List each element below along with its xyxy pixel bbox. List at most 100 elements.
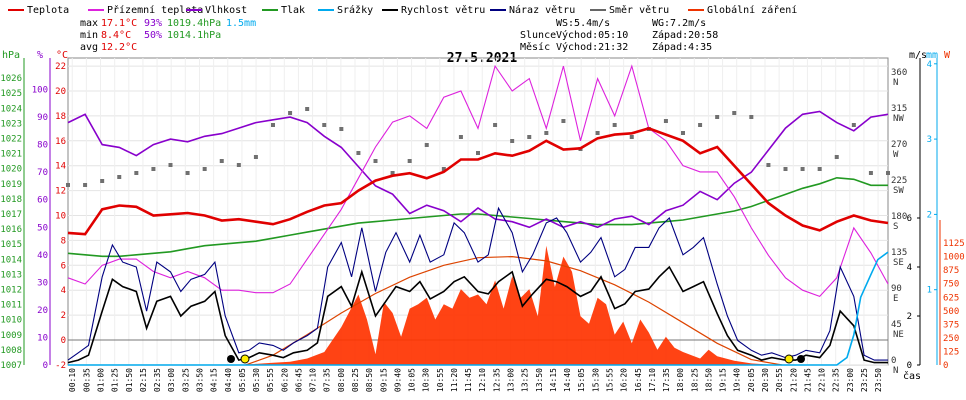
tick-label-time: 22:10 — [818, 368, 827, 392]
tick-label-time: 10:55 — [436, 368, 445, 392]
tick-label-temperature: 20 — [55, 87, 66, 97]
tick-label-humidity: 90 — [37, 113, 48, 123]
tick-label-temperature: -2 — [55, 361, 66, 371]
axis-temperature: -2 0 2 4 6 8 10 12 14 16 18 20 22 — [55, 62, 66, 371]
point-wind-direction — [305, 107, 310, 111]
point-wind-direction — [527, 135, 532, 139]
stats-avg-temp: 12.2°C — [101, 42, 137, 53]
unit-percent: % — [37, 50, 43, 61]
tick-label-temperature: 18 — [55, 112, 66, 122]
tick-label-time: 23:00 — [846, 368, 855, 392]
tick-label-time: 04:15 — [210, 368, 219, 392]
tick-label-direction-deg: 135 — [891, 248, 907, 258]
tick-label-time: 01:25 — [111, 368, 120, 392]
tick-label-time: 05:05 — [238, 368, 247, 392]
tick-label-time: 14:15 — [549, 368, 558, 392]
tick-label-temperature: 6 — [61, 261, 66, 271]
tick-label-time: 00:10 — [68, 368, 77, 392]
tick-label-humidity: 80 — [37, 141, 48, 151]
tick-label-time: 01:00 — [97, 368, 106, 392]
tick-label-rain: 2 — [927, 210, 932, 220]
tick-label-time: 15:05 — [577, 368, 586, 392]
info-moon-label: Měsíc — [520, 41, 550, 53]
stats-max-press: 1019.4hPa — [167, 18, 221, 29]
info-block: WS:5.4m/s WG:7.2m/s Slunce Východ:05:10 … — [520, 18, 718, 53]
point-wind-direction — [817, 167, 822, 171]
moonrise-marker — [797, 355, 805, 363]
unit-celsius: °C — [56, 50, 68, 61]
point-wind-direction — [800, 167, 805, 171]
tick-label-temperature: 10 — [55, 212, 66, 222]
moonset-marker — [227, 355, 235, 363]
series-humidity-line — [67, 110, 889, 229]
tick-label-pressure: 1013 — [0, 270, 22, 280]
point-wind-direction — [749, 115, 754, 119]
point-wind-direction — [168, 163, 173, 167]
point-wind-direction — [271, 123, 275, 127]
axis-wind-speed: 0 2 4 6 — [907, 58, 921, 371]
info-wg: WG:7.2m/s — [652, 18, 706, 29]
legend-label-prizemni-teplota: Přízemní teplota — [107, 4, 203, 16]
point-wind-direction — [407, 159, 412, 163]
tick-label-direction-deg: 360 — [891, 68, 907, 78]
tick-label-direction: E — [893, 294, 898, 304]
tick-label-time: 13:50 — [535, 368, 544, 392]
point-wind-direction — [134, 171, 139, 175]
tick-label-direction-deg: 45 — [891, 320, 902, 330]
axis-time: 00:10 00:35 01:00 01:25 01:50 02:15 02:35 03:00… — [68, 368, 883, 392]
tick-label-direction: N — [893, 366, 898, 376]
tick-label-direction: NW — [893, 114, 904, 124]
stats-min-hum: 50% — [144, 30, 162, 41]
tick-label-humidity: 10 — [37, 333, 48, 343]
point-wind-direction — [834, 155, 839, 159]
tick-label-humidity: 60 — [37, 196, 48, 206]
series-wind-speed-line — [67, 265, 888, 364]
tick-label-direction: S — [893, 222, 898, 232]
series-wind-gust-line — [67, 206, 888, 361]
tick-label-wind-speed: 0 — [907, 361, 912, 371]
point-wind-direction — [373, 159, 378, 163]
series-rain-line — [68, 251, 889, 366]
tick-label-pressure: 1025 — [0, 89, 22, 99]
tick-label-radiation: 875 — [943, 266, 959, 276]
legend-label-smer-vetru: Směr větru — [609, 4, 669, 16]
info-sunrise: Východ:05:10 — [556, 29, 628, 41]
point-wind-direction — [886, 171, 890, 175]
tick-label-pressure: 1026 — [0, 74, 22, 84]
tick-label-time: 10:05 — [408, 368, 417, 392]
point-wind-direction — [83, 183, 88, 187]
info-ws: WS:5.4m/s — [556, 18, 610, 29]
point-wind-direction — [151, 167, 156, 171]
tick-label-humidity: 40 — [37, 251, 48, 261]
point-wind-direction — [339, 127, 344, 131]
unit-ms: m/s — [909, 50, 927, 61]
tick-label-wind-speed: 4 — [907, 263, 912, 273]
point-wind-direction — [663, 119, 668, 123]
tick-label-temperature: 0 — [61, 336, 66, 346]
tick-label-temperature: 12 — [55, 187, 66, 197]
legend-label-srazky: Srážky — [337, 4, 373, 16]
axis-pressure: 1007 1008 1009 1010 1011 1012 1013 1014 1015 1016… — [0, 58, 25, 371]
x-axis-label: čas — [903, 370, 921, 382]
tick-label-pressure: 1018 — [0, 195, 22, 205]
tick-label-time: 15:55 — [605, 368, 614, 392]
tick-label-time: 04:40 — [224, 368, 233, 392]
tick-label-wind-speed: 6 — [907, 214, 912, 224]
tick-label-time: 01:50 — [125, 368, 134, 392]
point-wind-direction — [441, 167, 446, 171]
legend-label-tlak: Tlak — [281, 5, 305, 16]
point-wind-direction — [322, 123, 327, 127]
point-wind-direction — [510, 139, 515, 143]
tick-label-pressure: 1022 — [0, 135, 22, 145]
axis-humidity: 0 10 20 30 40 50 60 70 80 90 100 — [32, 58, 51, 371]
tick-label-pressure: 1023 — [0, 119, 22, 129]
tick-label-time: 14:40 — [563, 368, 572, 392]
tick-label-humidity: 70 — [37, 168, 48, 178]
tick-label-time: 17:35 — [662, 368, 671, 392]
stats-min-press: 1014.1hPa — [167, 30, 221, 41]
point-wind-direction — [732, 111, 737, 115]
tick-label-time: 05:55 — [266, 368, 275, 392]
tick-label-time: 07:10 — [309, 368, 318, 392]
point-wind-direction — [681, 131, 685, 135]
